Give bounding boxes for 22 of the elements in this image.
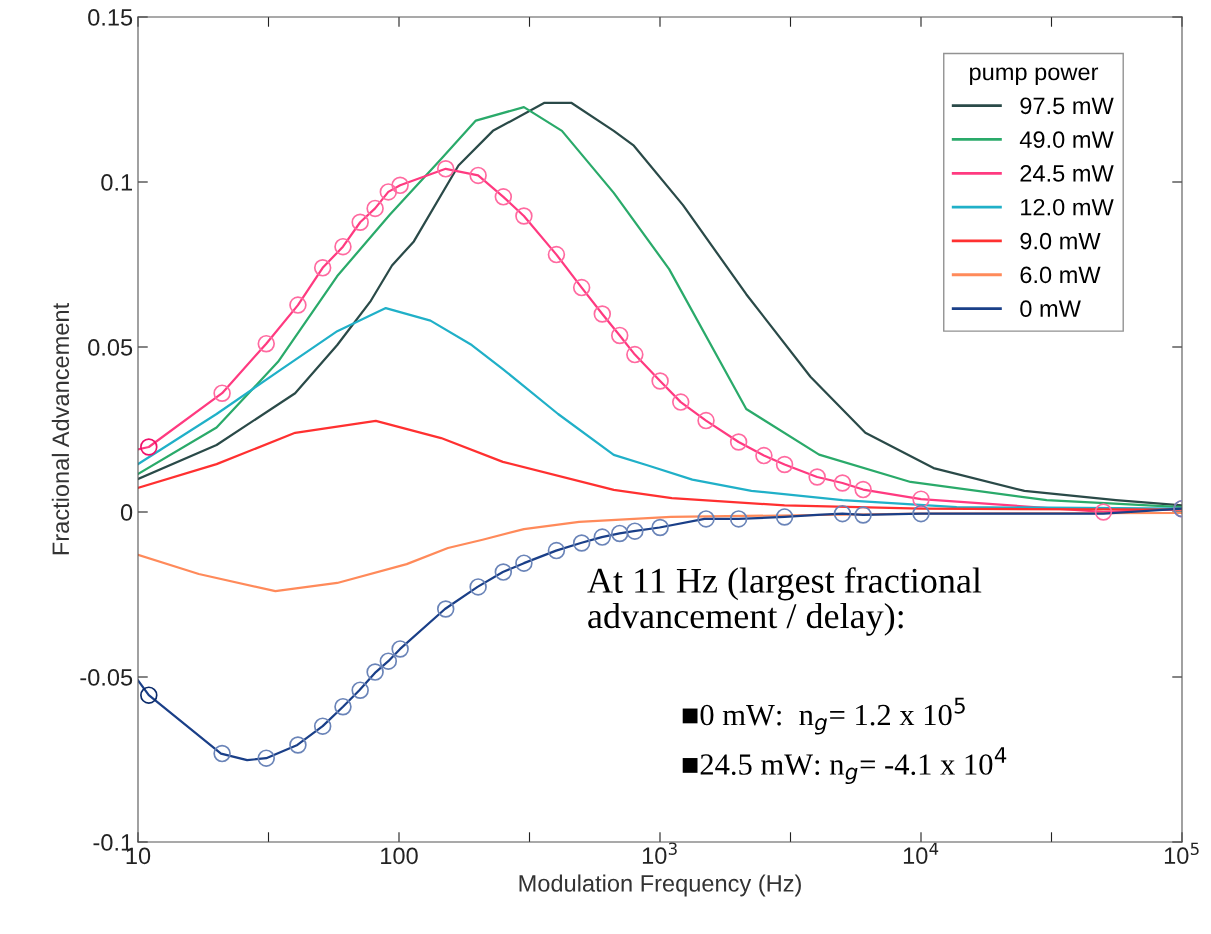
annotation: At 11 Hz (largest fractional advancement / delay): xyxy=(587,567,982,636)
x-tick-label: 100 xyxy=(381,847,418,865)
x-tick-label: 10$^{4}$ xyxy=(903,842,939,865)
annotation: ■0 mW: n$_{g}$= 1.2 x 10$^{5}$ xyxy=(682,697,965,735)
annotation: ■24.5 mW: n$_{g}$= -4.1 x 10$^{4}$ xyxy=(682,747,1007,785)
y-tick-label: 0.15 xyxy=(88,9,133,26)
legend-title: pump power xyxy=(970,67,1099,86)
y-tick-label: 0.05 xyxy=(88,339,133,356)
x-axis-title: Modulation Frequency (Hz) xyxy=(519,874,801,897)
legend-label: 6.0 mW xyxy=(1020,266,1101,284)
legend-label: 9.0 mW xyxy=(1020,232,1101,250)
x-tick-label: 10$^{3}$ xyxy=(642,842,677,865)
x-tick-label: 10$^{5}$ xyxy=(1164,842,1199,865)
y-axis-title: Fractional Advancement xyxy=(51,303,70,555)
legend-label: 24.5 mW xyxy=(1020,165,1114,182)
legend-label: 97.5 mW xyxy=(1020,97,1114,115)
legend-label: 0 mW xyxy=(1020,300,1081,318)
y-tick-label: 0 xyxy=(120,504,133,521)
legend-label: 49.0 mW xyxy=(1019,131,1114,148)
y-tick-label: 0.1 xyxy=(101,174,132,191)
legend-label: 12.0 mW xyxy=(1021,198,1114,216)
y-tick-label: -0.05 xyxy=(80,669,133,686)
